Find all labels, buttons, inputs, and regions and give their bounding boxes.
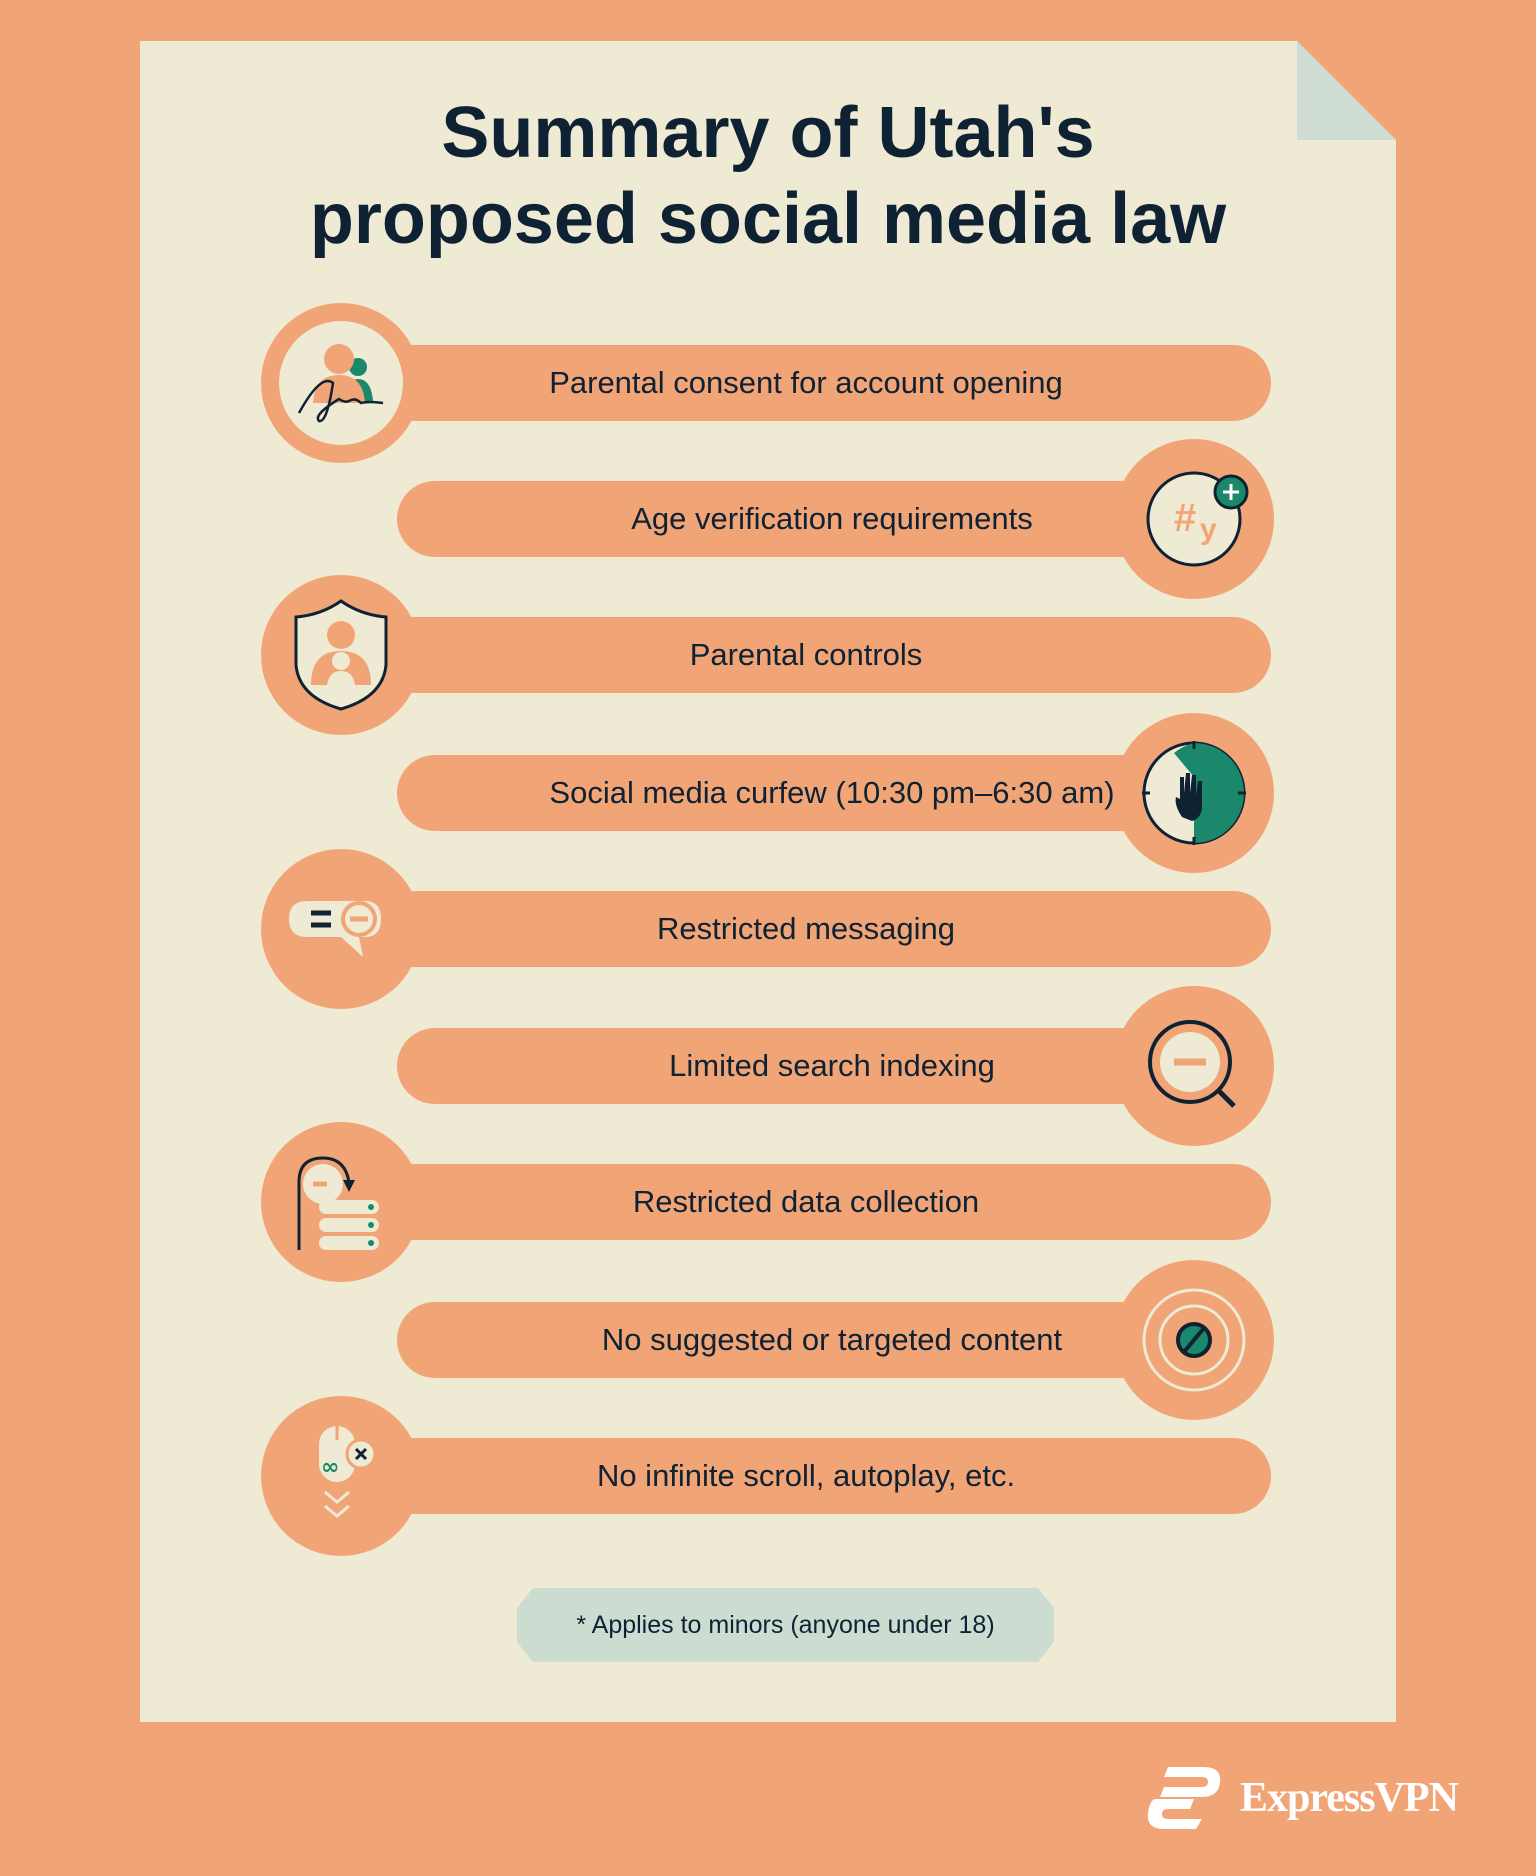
item-parental-consent: Parental consent for account opening bbox=[341, 345, 1271, 421]
clock-hand-stop-icon bbox=[1114, 713, 1274, 873]
item-label: No infinite scroll, autoplay, etc. bbox=[596, 1458, 1016, 1493]
hashtag-age-plus-icon: # y bbox=[1114, 439, 1274, 599]
title-line-2: proposed social media law bbox=[309, 179, 1227, 259]
item-restricted-messaging: Restricted messaging bbox=[341, 891, 1271, 967]
signature-parent-icon bbox=[261, 303, 421, 463]
item-label: Limited search indexing bbox=[669, 1048, 995, 1083]
item-label: No suggested or targeted content bbox=[601, 1322, 1063, 1357]
page-title: Summary of Utah's proposed social media … bbox=[140, 90, 1396, 262]
shield-parent-child-icon bbox=[261, 575, 421, 735]
brand-name: ExpressVPN bbox=[1240, 1775, 1459, 1821]
database-minus-icon bbox=[261, 1122, 421, 1282]
item-label: Restricted data collection bbox=[632, 1184, 980, 1219]
item-label: Social media curfew (10:30 pm–6:30 am) bbox=[549, 775, 1115, 810]
footnote-badge: * Applies to minors (anyone under 18) bbox=[517, 1588, 1054, 1662]
item-label: Age verification requirements bbox=[631, 501, 1033, 536]
expressvpn-logo-icon bbox=[1147, 1767, 1221, 1829]
item-label: Restricted messaging bbox=[656, 911, 956, 946]
title-line-1: Summary of Utah's bbox=[441, 93, 1095, 173]
item-label: Parental consent for account opening bbox=[549, 365, 1063, 400]
item-data-collection: Restricted data collection bbox=[341, 1164, 1271, 1240]
svg-text:∞: ∞ bbox=[321, 1455, 339, 1480]
search-minus-icon bbox=[1114, 986, 1274, 1146]
target-blocked-icon bbox=[1114, 1260, 1274, 1420]
expressvpn-logo: ExpressVPN bbox=[1146, 1765, 1459, 1831]
mouse-infinite-scroll-icon: ∞ bbox=[261, 1396, 421, 1556]
item-parental-controls: Parental controls bbox=[341, 617, 1271, 693]
item-infinite-scroll: No infinite scroll, autoplay, etc. bbox=[341, 1438, 1271, 1514]
svg-text:#: # bbox=[1174, 496, 1196, 540]
svg-text:y: y bbox=[1200, 513, 1217, 546]
footnote-text: * Applies to minors (anyone under 18) bbox=[576, 1610, 995, 1639]
item-label: Parental controls bbox=[689, 637, 923, 672]
message-minus-icon bbox=[261, 849, 421, 1009]
